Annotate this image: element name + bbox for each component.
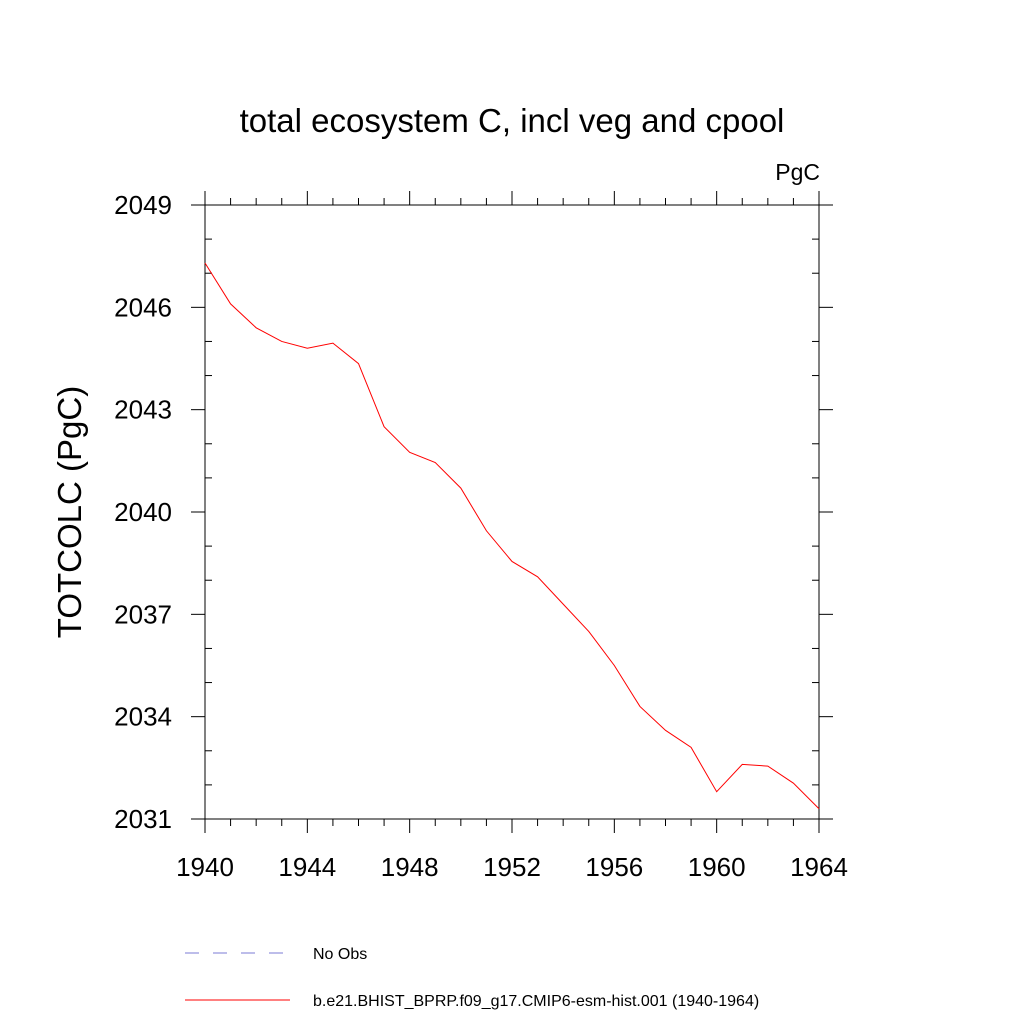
x-tick-label: 1952 [483, 852, 541, 882]
y-tick-label: 2049 [114, 190, 172, 220]
legend: No Obs b.e21.BHIST_BPRP.f09_g17.CMIP6-es… [185, 946, 759, 1010]
tick-labels: 1940 1944 1948 1952 1956 1960 1964 2031 2034 2037… [114, 190, 848, 882]
y-tick-label: 2046 [114, 292, 172, 322]
y-tick-label: 2031 [114, 804, 172, 834]
legend-label-no-obs: No Obs [313, 946, 367, 963]
x-tick-label: 1944 [278, 852, 336, 882]
plot-area [204, 204, 820, 820]
y-tick-label: 2037 [114, 599, 172, 629]
x-tick-label: 1940 [176, 852, 234, 882]
x-tick-label: 1960 [688, 852, 746, 882]
series-layer [204, 262, 820, 810]
y-axis-label: TOTCOLC (PgC) [51, 386, 88, 638]
x-tick-label: 1956 [585, 852, 643, 882]
legend-label-model: b.e21.BHIST_BPRP.f09_g17.CMIP6-esm-hist.… [313, 993, 759, 1010]
series-line-0 [204, 262, 820, 810]
x-tick-label: 1948 [381, 852, 439, 882]
x-tick-label: 1964 [790, 852, 848, 882]
axis-ticks [191, 191, 833, 833]
y-tick-label: 2043 [114, 395, 172, 425]
chart-title: total ecosystem C, incl veg and cpool [240, 102, 785, 139]
y-tick-label: 2034 [114, 702, 172, 732]
units-label: PgC [775, 159, 820, 185]
y-tick-label: 2040 [114, 497, 172, 527]
